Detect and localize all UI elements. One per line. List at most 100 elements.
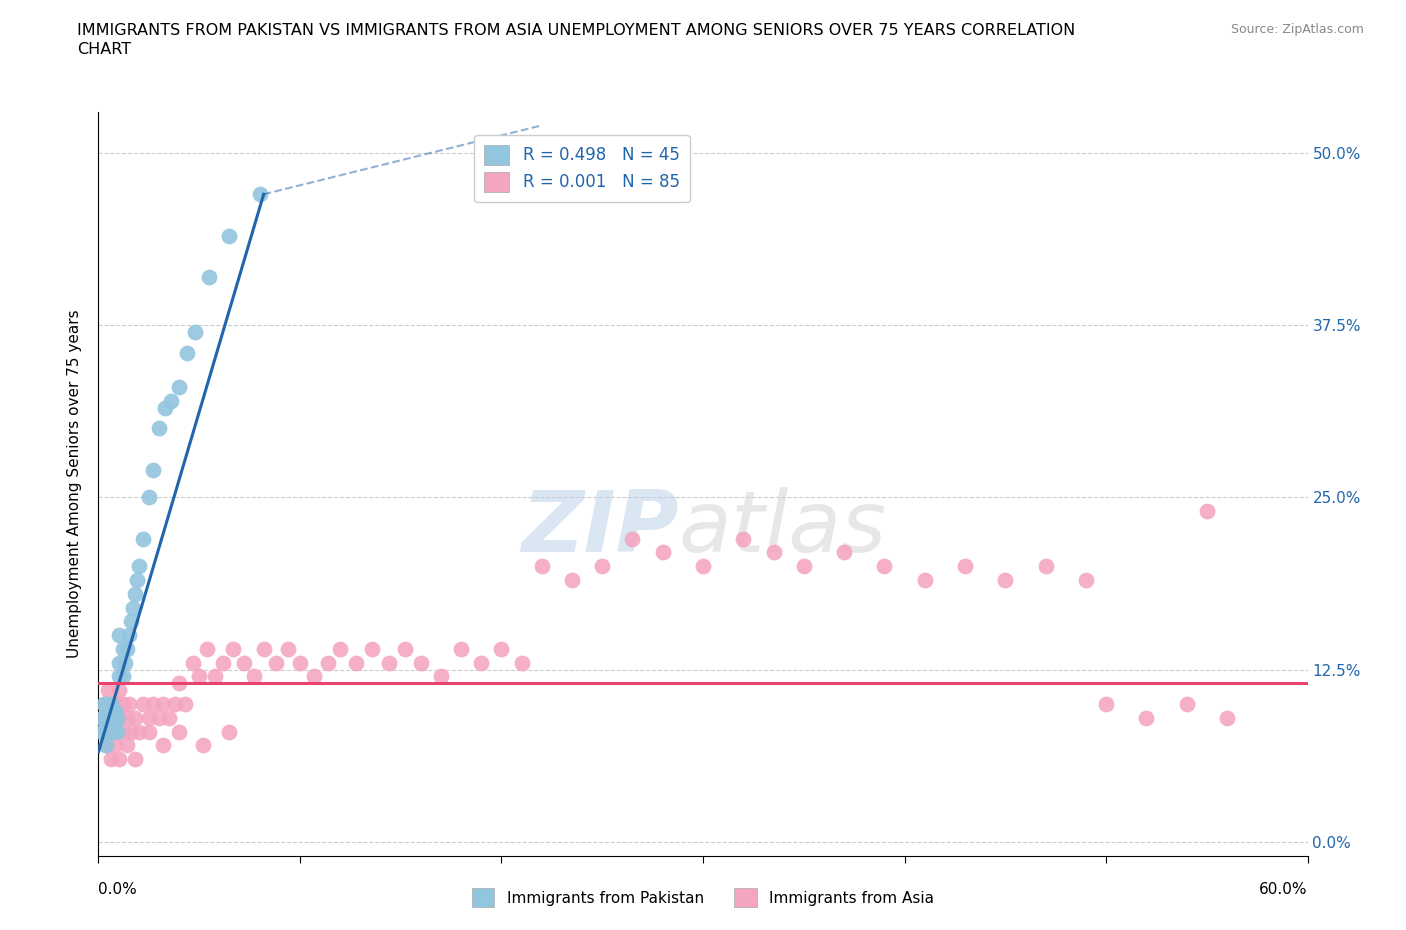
Point: [167, 724, 190, 739]
Point: [288, 656, 311, 671]
Point: [470, 656, 492, 671]
Point: [994, 573, 1017, 588]
Point: [101, 724, 124, 739]
Point: [218, 228, 240, 243]
Point: [361, 642, 384, 657]
Point: [93, 697, 115, 711]
Point: [96, 711, 118, 725]
Point: [100, 711, 122, 725]
Point: [132, 531, 155, 546]
Point: [152, 697, 174, 711]
Point: [111, 724, 134, 739]
Point: [1035, 559, 1057, 574]
Point: [100, 724, 122, 739]
Point: [111, 642, 134, 657]
Point: [153, 401, 176, 416]
Point: [198, 270, 221, 285]
Point: [163, 697, 186, 711]
Point: [91, 711, 114, 725]
Point: [120, 724, 142, 739]
Point: [1195, 504, 1218, 519]
Point: [174, 697, 197, 711]
Text: ZIP: ZIP: [522, 486, 679, 570]
Point: [103, 703, 125, 718]
Point: [793, 559, 815, 574]
Text: 0.0%: 0.0%: [98, 882, 138, 897]
Point: [195, 642, 218, 657]
Point: [114, 656, 136, 671]
Point: [96, 737, 118, 752]
Point: [212, 656, 235, 671]
Point: [105, 711, 128, 725]
Point: [832, 545, 855, 560]
Point: [160, 393, 183, 408]
Point: [232, 656, 254, 671]
Point: [100, 711, 122, 725]
Point: [96, 724, 118, 739]
Point: [510, 656, 533, 671]
Point: [125, 573, 148, 588]
Point: [115, 737, 138, 752]
Point: [128, 724, 150, 739]
Point: [621, 531, 644, 546]
Point: [561, 573, 583, 588]
Point: [167, 379, 190, 394]
Point: [167, 676, 190, 691]
Point: [222, 642, 245, 657]
Point: [96, 711, 118, 725]
Point: [204, 669, 226, 684]
Point: [124, 587, 146, 602]
Point: [120, 614, 142, 629]
Point: [107, 683, 129, 698]
Point: [97, 683, 120, 698]
Point: [97, 724, 120, 739]
Text: 60.0%: 60.0%: [1260, 882, 1308, 897]
Text: CHART: CHART: [77, 42, 131, 57]
Point: [377, 656, 399, 671]
Point: [118, 697, 141, 711]
Point: [430, 669, 453, 684]
Point: [124, 711, 146, 725]
Point: [100, 697, 122, 711]
Point: [1095, 697, 1118, 711]
Point: [105, 697, 128, 711]
Point: [329, 642, 352, 657]
Point: [103, 737, 125, 752]
Point: [128, 559, 150, 574]
Point: [692, 559, 714, 574]
Point: [193, 737, 215, 752]
Text: IMMIGRANTS FROM PAKISTAN VS IMMIGRANTS FROM ASIA UNEMPLOYMENT AMONG SENIORS OVER: IMMIGRANTS FROM PAKISTAN VS IMMIGRANTS F…: [77, 23, 1076, 38]
Point: [93, 697, 115, 711]
Point: [152, 737, 174, 752]
Point: [105, 724, 128, 739]
Point: [253, 642, 276, 657]
Point: [142, 697, 165, 711]
Point: [953, 559, 976, 574]
Point: [242, 669, 264, 684]
Point: [97, 724, 120, 739]
Point: [118, 628, 141, 643]
Point: [188, 669, 211, 684]
Point: [1074, 573, 1097, 588]
Point: [107, 711, 129, 725]
Point: [93, 724, 115, 739]
Point: [103, 717, 125, 732]
Point: [142, 462, 165, 477]
Point: [316, 656, 339, 671]
Text: Source: ZipAtlas.com: Source: ZipAtlas.com: [1230, 23, 1364, 36]
Point: [394, 642, 416, 657]
Point: [249, 187, 271, 202]
Point: [873, 559, 896, 574]
Legend: Immigrants from Pakistan, Immigrants from Asia: Immigrants from Pakistan, Immigrants fro…: [465, 883, 941, 913]
Point: [107, 628, 129, 643]
Point: [491, 642, 513, 657]
Point: [96, 737, 118, 752]
Point: [100, 751, 122, 766]
Point: [121, 600, 143, 615]
Point: [148, 711, 170, 725]
Point: [138, 490, 160, 505]
Point: [409, 656, 432, 671]
Point: [138, 724, 160, 739]
Point: [181, 656, 204, 671]
Point: [124, 751, 146, 766]
